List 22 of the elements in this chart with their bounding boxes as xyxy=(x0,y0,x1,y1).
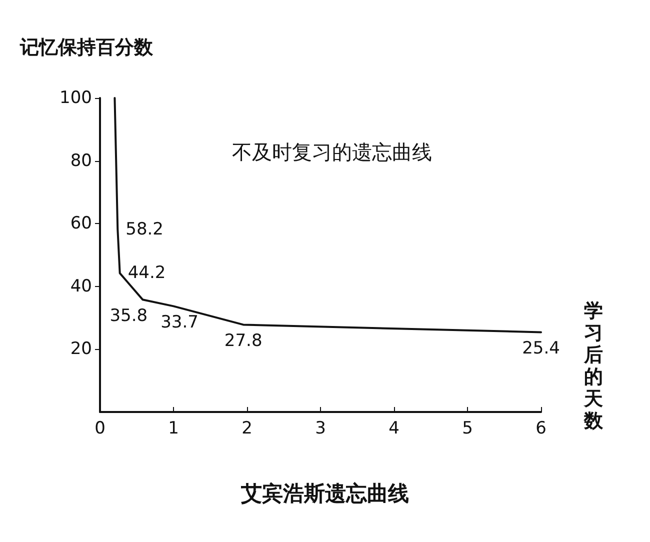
y-axis-title: 记忆保持百分数 xyxy=(19,36,154,58)
x-tick-label: 2 xyxy=(242,418,252,438)
data-label: 33.7 xyxy=(160,312,198,333)
y-tick-label: 40 xyxy=(70,276,92,296)
x-tick-label: 3 xyxy=(315,418,326,438)
y-tick-label: 20 xyxy=(70,339,92,360)
x-tick-label: 5 xyxy=(462,418,473,438)
data-label: 35.8 xyxy=(110,306,148,326)
data-label: 25.4 xyxy=(522,338,560,359)
x-tick-label: 1 xyxy=(168,418,179,438)
text: 艾宾浩斯遗忘曲线 xyxy=(240,482,409,506)
y-tick-label: 100 xyxy=(60,88,92,108)
data-label: 27.8 xyxy=(224,331,262,352)
y-tick-label: 80 xyxy=(70,150,92,171)
x-tick-label: 6 xyxy=(536,418,546,438)
data-label: 58.2 xyxy=(126,219,164,240)
data-label: 44.2 xyxy=(128,263,166,284)
x-tick-label: 4 xyxy=(388,418,400,438)
annotation: 不及时复习的遗忘曲线 xyxy=(232,140,432,164)
x-tick-label: 0 xyxy=(94,418,106,438)
y-tick-label: 60 xyxy=(70,214,92,234)
x-axis-title: 学习后的天数 xyxy=(583,300,604,432)
